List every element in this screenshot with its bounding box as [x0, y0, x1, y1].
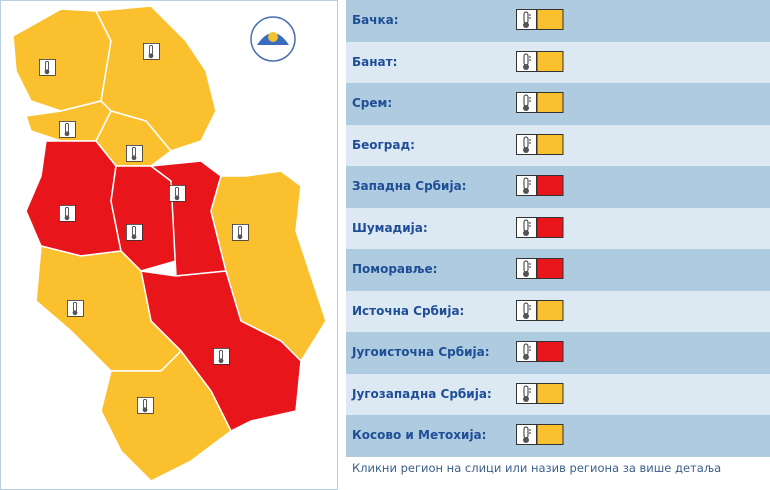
- warning-icon: [516, 258, 564, 279]
- map-icon: [232, 224, 249, 241]
- region-name[interactable]: Поморавље:: [352, 262, 438, 276]
- map-icon: [59, 121, 76, 138]
- warning-icon: [516, 133, 564, 155]
- region-shape[interactable]: [100, 349, 232, 482]
- region-name[interactable]: Банат:: [352, 54, 398, 69]
- logo: [250, 16, 296, 62]
- map-icon: [67, 300, 84, 317]
- region-row[interactable]: Источна Србија:: [346, 290, 770, 332]
- warning-icon: [516, 50, 564, 72]
- warning-icon: [516, 424, 564, 445]
- map-icon: [39, 59, 56, 76]
- region-row[interactable]: Банат:: [346, 41, 770, 83]
- map-icon: [213, 348, 230, 365]
- region-name[interactable]: Западна Србија:: [352, 179, 467, 193]
- region-shape[interactable]: [210, 170, 327, 363]
- region-row[interactable]: Срем:: [346, 83, 770, 125]
- footer: Кликни регион на слици или назив региона…: [352, 461, 722, 475]
- region-name[interactable]: Бачка:: [352, 13, 399, 27]
- region-row[interactable]: Поморавље:: [346, 249, 770, 291]
- warning-icon: [516, 341, 564, 362]
- region-name[interactable]: Југоисточна Србија:: [352, 345, 490, 359]
- region-name[interactable]: Источна Србија:: [352, 303, 465, 318]
- warning-icon: [516, 92, 564, 113]
- map-icon: [59, 205, 76, 222]
- warning-icon: [516, 175, 564, 196]
- map-icon: [126, 224, 143, 241]
- map-icon: [137, 397, 154, 414]
- region-name[interactable]: Београд:: [352, 137, 415, 152]
- region-shape[interactable]: [12, 8, 112, 112]
- region-name[interactable]: Југозападна Србија:: [352, 386, 492, 401]
- region-name[interactable]: Шумадија:: [352, 220, 428, 235]
- warning-icon: [516, 216, 564, 238]
- region-name[interactable]: Косово и Метохија:: [352, 428, 487, 442]
- warning-icon: [516, 9, 564, 30]
- region-shape[interactable]: [25, 140, 122, 257]
- map: [0, 0, 338, 490]
- map-icon: [126, 145, 143, 162]
- warning-icon: [516, 382, 564, 404]
- region-row[interactable]: Шумадија:: [346, 207, 770, 249]
- map-icon: [143, 43, 160, 60]
- region-row[interactable]: Западна Србија:: [346, 166, 770, 208]
- map-icon: [169, 185, 186, 202]
- region-row[interactable]: Београд:: [346, 124, 770, 166]
- region-row[interactable]: Југоисточна Србија:: [346, 332, 770, 374]
- warning-icon: [516, 299, 564, 321]
- region-row[interactable]: Бачка:: [346, 0, 770, 42]
- map-regions: [12, 5, 327, 482]
- region-list: Бачка: Банат: Срем: Београд: Западна Србија:…: [346, 0, 770, 457]
- region-row[interactable]: Косово и Метохија:: [346, 415, 770, 457]
- region-name[interactable]: Срем:: [352, 96, 393, 110]
- region-row[interactable]: Југозападна Србија:: [346, 373, 770, 415]
